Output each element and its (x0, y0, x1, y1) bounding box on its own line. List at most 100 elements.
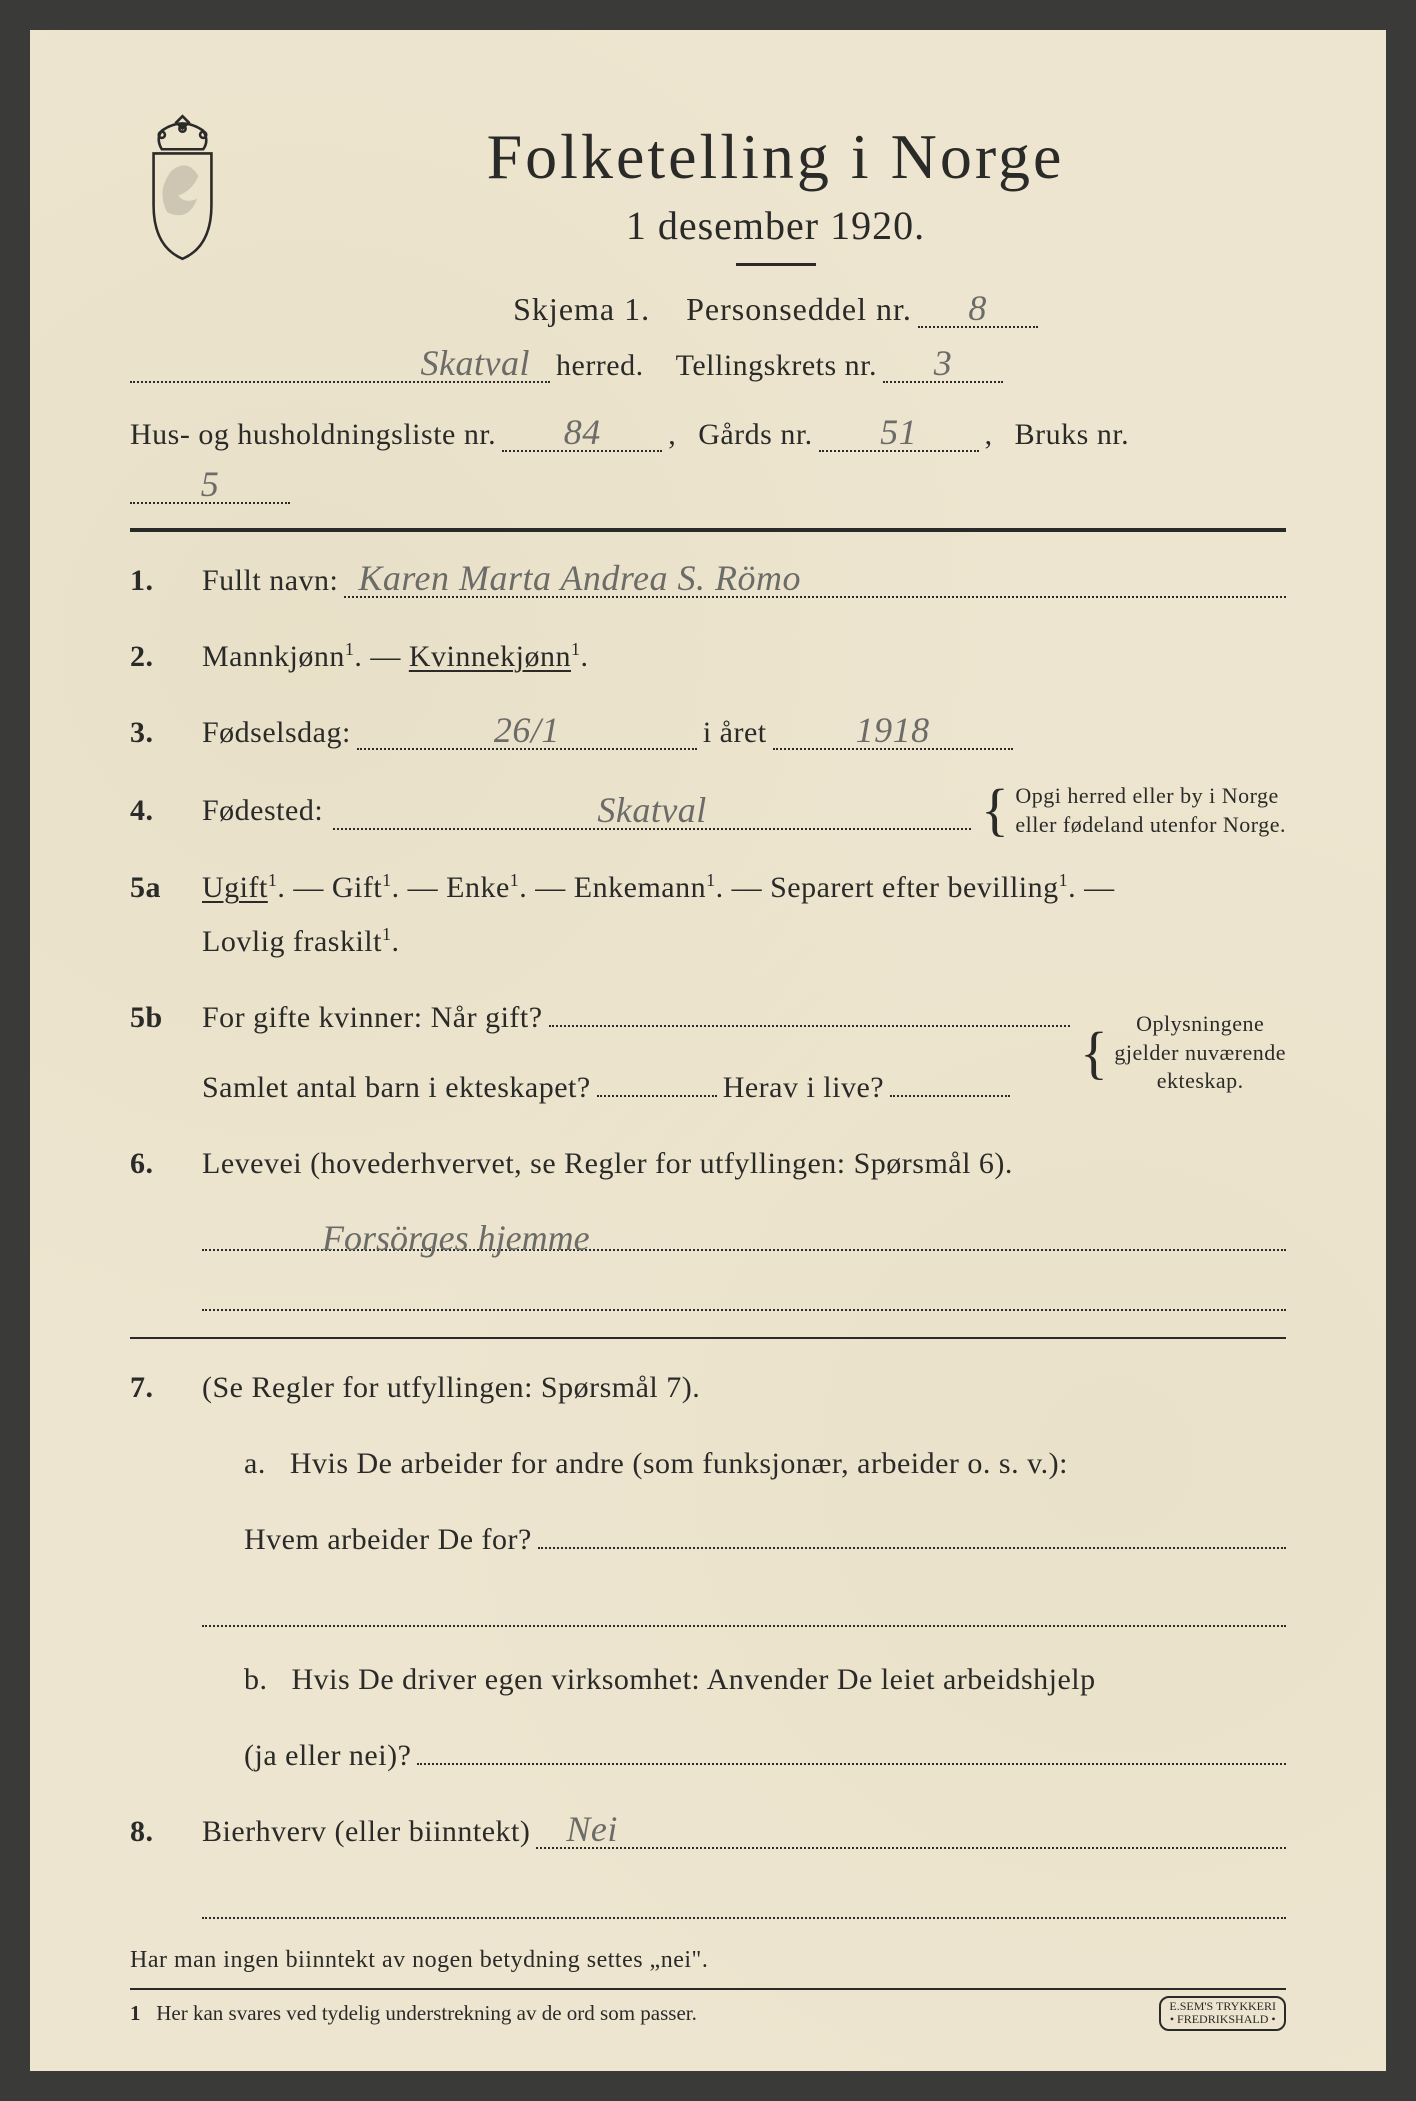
q6-num: 6. (130, 1147, 184, 1181)
q7b-label: b. (244, 1663, 268, 1696)
tellingskrets-label: Tellingskrets nr. (676, 340, 877, 391)
q5a-opt-4: Separert efter bevilling (770, 871, 1059, 904)
title-divider (736, 263, 816, 266)
q5a-sep-1: — (408, 871, 447, 904)
q5a-opt-3: Enkemann (574, 871, 706, 904)
footnote-num: 1 (130, 2001, 141, 2025)
q3-day: 26/1 (357, 712, 697, 750)
q7a-text1: Hvis De arbeider for andre (som funksjon… (290, 1447, 1068, 1480)
q8-label: Bierhverv (eller biinntekt) (202, 1805, 530, 1859)
q6-row: 6. Levevei (hovederhvervet, se Regler fo… (130, 1137, 1286, 1191)
footnote-text: Her kan svares ved tydelig understreknin… (156, 2001, 697, 2025)
herred-value: Skatval (130, 345, 550, 383)
q7a-field (538, 1547, 1286, 1549)
q5b-label2: Samlet antal barn i ekteskapet? (202, 1061, 591, 1115)
q5a-opt-1: Gift (332, 871, 382, 904)
q5a-sep-0: — (293, 871, 332, 904)
q7b-field (417, 1763, 1286, 1765)
q4-row: 4. Fødested: Skatval { Opgi herred eller… (130, 782, 1286, 839)
bruks-value: 5 (130, 466, 290, 504)
bruks-label: Bruks nr. (1015, 409, 1130, 460)
q5b-note-l2: gjelder nuværende (1114, 1040, 1286, 1065)
herred-label: herred. (556, 340, 644, 391)
q4-num: 4. (130, 794, 184, 828)
q5b-note: { Oplysningene gjelder nuværende ekteska… (1080, 1010, 1286, 1096)
q6-blank-line (202, 1277, 1286, 1311)
q4-note-l1: Opgi herred eller by i Norge (1015, 783, 1278, 808)
q5b-field3 (890, 1095, 1010, 1097)
q1-label: Fullt navn: (202, 554, 338, 608)
q2-kvinne: Kvinnekjønn (409, 640, 571, 673)
q6-value-line: Forsörges hjemme (202, 1217, 1286, 1251)
q5a-opt-0: Ugift (202, 871, 268, 904)
q1-row: 1. Fullt navn: Karen Marta Andrea S. Röm… (130, 554, 1286, 608)
q8-num: 8. (130, 1815, 184, 1849)
q5b-row: 5b For gifte kvinner: Når gift? Samlet a… (130, 991, 1286, 1115)
q4-label: Fødested: (202, 784, 323, 838)
subtitle: 1 desember 1920. (265, 202, 1286, 249)
q7-label: (Se Regler for utfyllingen: Spørsmål 7). (202, 1361, 1286, 1415)
q3-num: 3. (130, 716, 184, 750)
q5a-sep-2: — (535, 871, 574, 904)
q6-value: Forsörges hjemme (202, 1217, 590, 1259)
census-form-page: Folketelling i Norge 1 desember 1920. Sk… (30, 30, 1386, 2071)
q4-note: { Opgi herred eller by i Norge eller fød… (981, 782, 1286, 839)
divider-top (130, 528, 1286, 532)
footer-note: Har man ingen biinntekt av nogen betydni… (130, 1947, 1286, 1974)
printer-stamp: E.SEM'S TRYKKERI • FREDRIKSHALD • (1159, 1996, 1286, 2030)
personseddel-label: Personseddel nr. (686, 291, 912, 328)
q2-sep: — (370, 640, 409, 673)
q3-label: Fødselsdag: (202, 706, 351, 760)
stamp-l2: • FREDRIKSHALD • (1169, 2013, 1276, 2026)
q5b-field1 (549, 1025, 1070, 1027)
header: Folketelling i Norge 1 desember 1920. Sk… (130, 120, 1286, 328)
q2-mann: Mannkjønn (202, 640, 345, 673)
q5a-sep-4: — (1084, 871, 1115, 904)
q6-label: Levevei (hovederhvervet, se Regler for u… (202, 1147, 1013, 1180)
q5b-label1: For gifte kvinner: Når gift? (202, 991, 543, 1045)
q7b-text2: (ja eller nei)? (244, 1729, 411, 1783)
q7-row: 7. (Se Regler for utfyllingen: Spørsmål … (130, 1361, 1286, 1783)
q5a-row: 5a Ugift1. — Gift1. — Enke1. — Enkemann1… (130, 861, 1286, 969)
q3-year-label: i året (703, 706, 767, 760)
q2-row: 2. Mannkjønn1. — Kvinnekjønn1. (130, 630, 1286, 684)
q1-value: Karen Marta Andrea S. Römo (344, 560, 1286, 598)
gards-label: Gårds nr. (698, 409, 812, 460)
tellingskrets-value: 3 (883, 345, 1003, 383)
husliste-value: 84 (502, 414, 662, 452)
q8-blank-line (202, 1885, 1286, 1919)
main-title: Folketelling i Norge (265, 120, 1286, 194)
q4-note-l2: eller fødeland utenfor Norge. (1015, 812, 1286, 837)
herred-line: Skatval herred. Tellingskrets nr. 3 (130, 340, 1286, 391)
q7-num: 7. (130, 1371, 184, 1405)
q5b-field2 (597, 1095, 717, 1097)
q3-year: 1918 (773, 712, 1013, 750)
q5b-num: 5b (130, 1001, 184, 1035)
q8-value: Nei (536, 1811, 1286, 1849)
divider-mid (130, 1337, 1286, 1339)
q5a-num: 5a (130, 871, 184, 905)
husliste-label: Hus- og husholdningsliste nr. (130, 409, 496, 460)
q7a-blank-line (202, 1593, 1286, 1627)
q5a-sep-3: — (732, 871, 771, 904)
coat-of-arms-icon (130, 110, 235, 265)
q2-num: 2. (130, 640, 184, 674)
q5a-opt-2: Enke (446, 871, 510, 904)
q5b-note-l3: ekteskap. (1157, 1068, 1244, 1093)
skjema-line: Skjema 1. Personseddel nr. 8 (265, 290, 1286, 328)
q7a-text2: Hvem arbeider De for? (244, 1513, 532, 1567)
q4-value: Skatval (333, 792, 971, 830)
gards-value: 51 (819, 414, 979, 452)
q7a-label: a. (244, 1447, 266, 1480)
footnote-bar: 1 Her kan svares ved tydelig understrekn… (130, 1988, 1286, 2030)
q5a-opt-5: Lovlig fraskilt (202, 925, 382, 958)
q3-row: 3. Fødselsdag: 26/1 i året 1918 (130, 706, 1286, 760)
title-block: Folketelling i Norge 1 desember 1920. Sk… (265, 120, 1286, 328)
q1-num: 1. (130, 564, 184, 598)
hus-line: Hus- og husholdningsliste nr. 84 , Gårds… (130, 409, 1286, 504)
q8-row: 8. Bierhverv (eller biinntekt) Nei (130, 1805, 1286, 1859)
q7b-text1: Hvis De driver egen virksomhet: Anvender… (292, 1663, 1096, 1696)
q5b-label3: Herav i live? (723, 1061, 884, 1115)
q5b-note-l1: Oplysningene (1136, 1011, 1264, 1036)
skjema-label: Skjema 1. (513, 291, 650, 328)
